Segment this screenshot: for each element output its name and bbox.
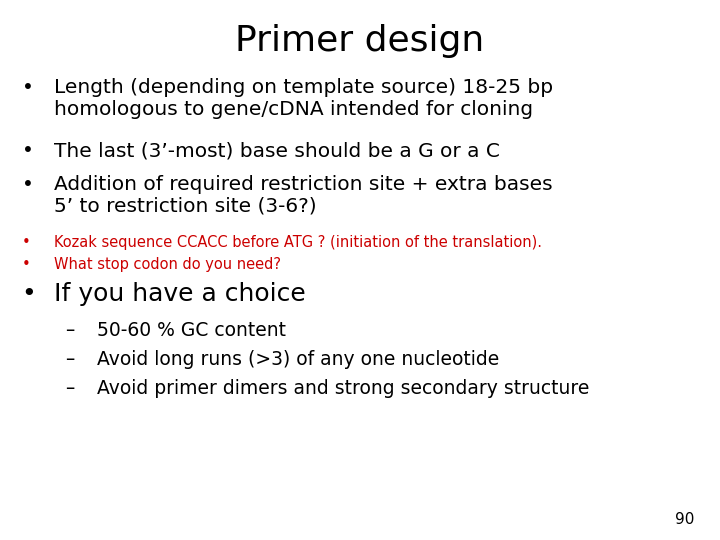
Text: If you have a choice: If you have a choice xyxy=(54,282,306,306)
Text: Primer design: Primer design xyxy=(235,24,485,58)
Text: •: • xyxy=(22,141,33,160)
Text: The last (3’-most) base should be a G or a C: The last (3’-most) base should be a G or… xyxy=(54,141,500,160)
Text: •: • xyxy=(22,257,30,272)
Text: Addition of required restriction site + extra bases
5’ to restriction site (3-6?: Addition of required restriction site + … xyxy=(54,174,553,215)
Text: –: – xyxy=(65,321,74,340)
Text: Avoid long runs (>3) of any one nucleotide: Avoid long runs (>3) of any one nucleoti… xyxy=(97,350,500,369)
Text: –: – xyxy=(65,350,74,369)
Text: 50-60 % GC content: 50-60 % GC content xyxy=(97,321,287,340)
Text: Kozak sequence CCACC before ATG ? (initiation of the translation).: Kozak sequence CCACC before ATG ? (initi… xyxy=(54,235,542,250)
Text: Length (depending on template source) 18-25 bp
homologous to gene/cDNA intended : Length (depending on template source) 18… xyxy=(54,78,553,119)
Text: 90: 90 xyxy=(675,511,695,526)
Text: •: • xyxy=(22,282,36,306)
Text: •: • xyxy=(22,78,33,97)
Text: What stop codon do you need?: What stop codon do you need? xyxy=(54,257,281,272)
Text: •: • xyxy=(22,174,33,193)
Text: Avoid primer dimers and strong secondary structure: Avoid primer dimers and strong secondary… xyxy=(97,380,590,399)
Text: –: – xyxy=(65,380,74,399)
Text: •: • xyxy=(22,235,30,250)
